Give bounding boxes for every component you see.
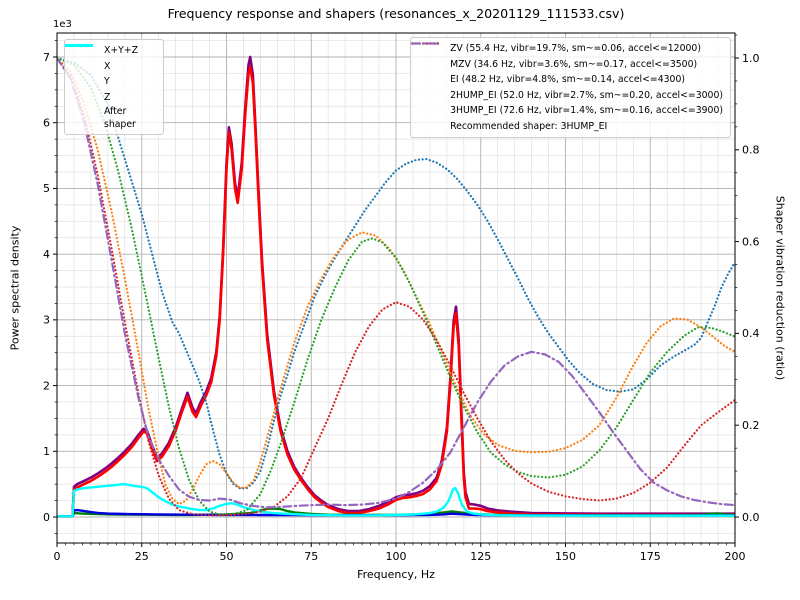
curve-3hump_ei	[57, 56, 735, 509]
empty-sample-spacer	[416, 121, 444, 132]
svg-text:0.0: 0.0	[742, 511, 760, 524]
legend-item-z: Z	[65, 44, 156, 106]
curve-2hump_ei	[57, 56, 735, 517]
svg-text:100: 100	[386, 550, 407, 563]
svg-text:5: 5	[43, 182, 50, 195]
legend-item-zv: ZV (55.4 Hz, vibr=19.7%, sm~=0.06, accel…	[411, 41, 723, 57]
legend-item-after-shaper: After shaper	[65, 44, 156, 131]
legend-label: Y	[104, 76, 110, 88]
legend-label: MZV (34.6 Hz, vibr=3.6%, sm~=0.17, accel…	[450, 58, 698, 70]
svg-text:4: 4	[43, 248, 50, 261]
curve-after_shaper	[57, 482, 735, 518]
svg-text:7: 7	[43, 51, 50, 64]
x-axis-label: Frequency, Hz	[357, 568, 435, 581]
svg-text:125: 125	[470, 550, 491, 563]
legend-item-3hump-ei: 3HUMP_EI (72.6 Hz, vibr=1.4%, sm~=0.16, …	[411, 42, 723, 119]
legend-label: ZV (55.4 Hz, vibr=19.7%, sm~=0.06, accel…	[450, 43, 701, 55]
svg-text:0.4: 0.4	[742, 327, 760, 340]
legend-label: Z	[104, 91, 111, 103]
svg-text:150: 150	[555, 550, 576, 563]
legend-label: 3HUMP_EI (72.6 Hz, vibr=1.4%, sm~=0.16, …	[450, 105, 723, 117]
y-axis-left-label: Power spectral density	[8, 225, 22, 351]
svg-text:2: 2	[43, 379, 50, 392]
legend-label: 2HUMP_EI (52.0 Hz, vibr=2.7%, sm~=0.20, …	[450, 89, 723, 101]
svg-text:200: 200	[725, 550, 746, 563]
svg-text:0: 0	[54, 550, 61, 563]
shapers-legend: ZV (55.4 Hz, vibr=19.7%, sm~=0.06, accel…	[410, 37, 731, 138]
curve-zv	[57, 56, 735, 490]
svg-text:0.8: 0.8	[742, 144, 760, 157]
ei-line-sample	[411, 42, 444, 85]
legend-item-mzv: MZV (34.6 Hz, vibr=3.6%, sm~=0.17, accel…	[411, 42, 723, 73]
svg-text:175: 175	[640, 550, 661, 563]
after-shaper-line-sample	[65, 44, 98, 124]
svg-text:6: 6	[43, 117, 50, 130]
legend-item-y: Y	[65, 44, 156, 90]
legend-item-x: X	[65, 44, 156, 75]
svg-text:0.6: 0.6	[742, 235, 760, 248]
2hump-ei-line-sample	[411, 42, 444, 101]
svg-text:1: 1	[43, 445, 50, 458]
svg-text:3: 3	[43, 314, 50, 327]
y-axis-right-label: Shaper vibration reduction (ratio)	[773, 195, 787, 381]
svg-text:1.0: 1.0	[742, 52, 760, 65]
svg-text:0.2: 0.2	[742, 419, 760, 432]
svg-text:75: 75	[304, 550, 318, 563]
legend-item-ei: EI (48.2 Hz, vibr=4.8%, sm~=0.14, accel<…	[411, 42, 723, 88]
svg-text:0: 0	[43, 511, 50, 524]
recommended-shaper-text: Recommended shaper: 3HUMP_EI	[450, 120, 608, 132]
legend-item-recommendation: Recommended shaper: 3HUMP_EI	[416, 119, 723, 135]
legend-label: EI (48.2 Hz, vibr=4.8%, sm~=0.14, accel<…	[450, 74, 686, 86]
svg-text:25: 25	[135, 550, 149, 563]
chart-title: Frequency response and shapers (resonanc…	[167, 6, 625, 21]
legend-label: After shaper	[104, 106, 136, 130]
y-axis-offset-text: 1e3	[53, 19, 72, 30]
mzv-line-sample	[411, 42, 444, 70]
psd-legend: X+Y+Z X Y Z After shaper	[64, 39, 164, 135]
legend-label: X+Y+Z	[104, 45, 138, 57]
3hump-ei-line-sample	[411, 42, 444, 116]
svg-text:50: 50	[220, 550, 234, 563]
legend-label: X	[104, 60, 111, 72]
legend-item-2hump-ei: 2HUMP_EI (52.0 Hz, vibr=2.7%, sm~=0.20, …	[411, 42, 723, 104]
x-line-sample	[65, 44, 98, 72]
curve-ei	[57, 56, 735, 516]
curve-mzv	[57, 56, 735, 506]
y-line-sample	[65, 44, 98, 87]
z-line-sample	[65, 44, 98, 103]
